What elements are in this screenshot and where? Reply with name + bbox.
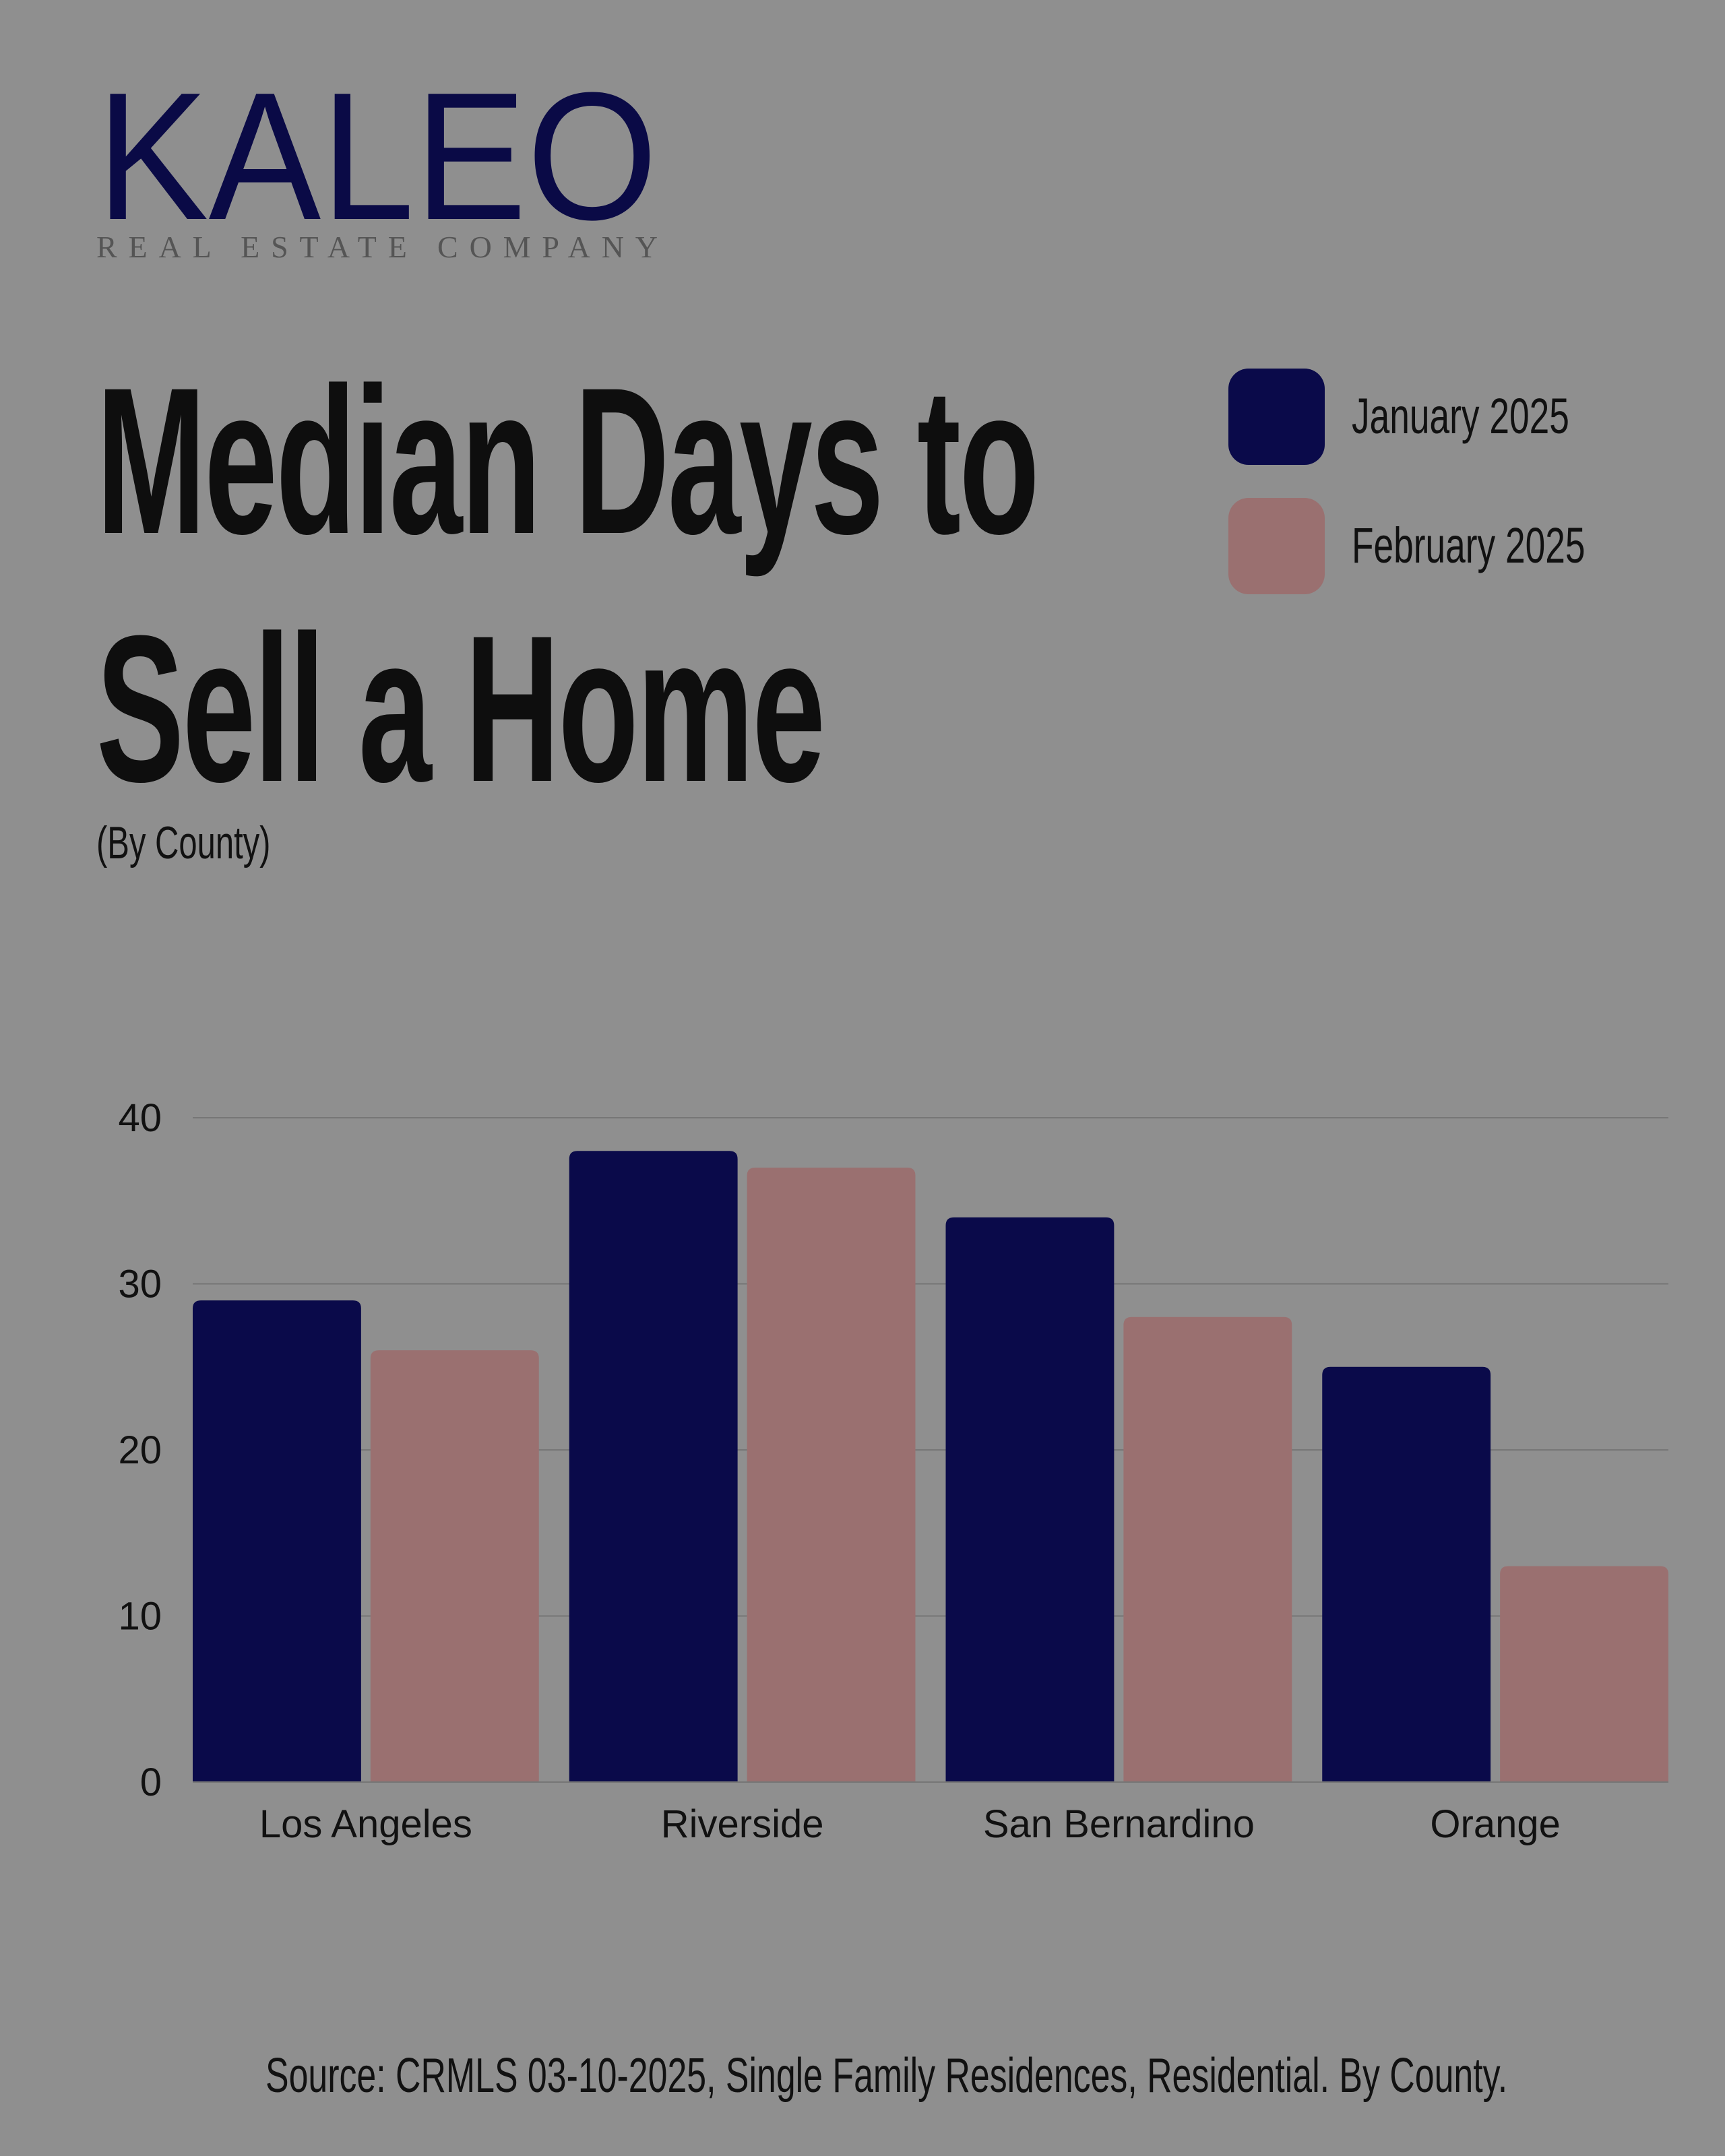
logo-name: KALEO [96,55,658,258]
bar [1322,1366,1491,1782]
bar [1500,1566,1668,1782]
bar [569,1151,738,1782]
y-tick-label: 0 [140,1761,162,1804]
chart-title: Median Days to Sell a Home [96,344,1040,825]
bar [1123,1317,1292,1782]
legend-label: February 2025 [1352,517,1585,573]
y-tick-label: 30 [118,1263,162,1306]
source-note: Source: CRMLS 03-10-2025, Single Family … [265,2049,1508,2103]
bar [747,1167,916,1782]
x-tick-label: San Bernardino [983,1802,1255,1846]
chart-subtitle: (By County) [96,817,271,868]
x-tick-label: Los Angeles [259,1802,472,1846]
bar [945,1217,1115,1782]
bar [370,1350,539,1782]
legend-label: January 2025 [1352,388,1569,444]
legend-swatch [1228,498,1325,594]
x-tick-label: Riverside [661,1802,824,1846]
legend-swatch [1228,369,1325,465]
y-tick-label: 20 [118,1428,162,1472]
x-tick-label: Orange [1430,1802,1560,1846]
y-tick-label: 10 [118,1595,162,1639]
bar [193,1300,361,1782]
y-tick-label: 40 [118,1096,162,1140]
